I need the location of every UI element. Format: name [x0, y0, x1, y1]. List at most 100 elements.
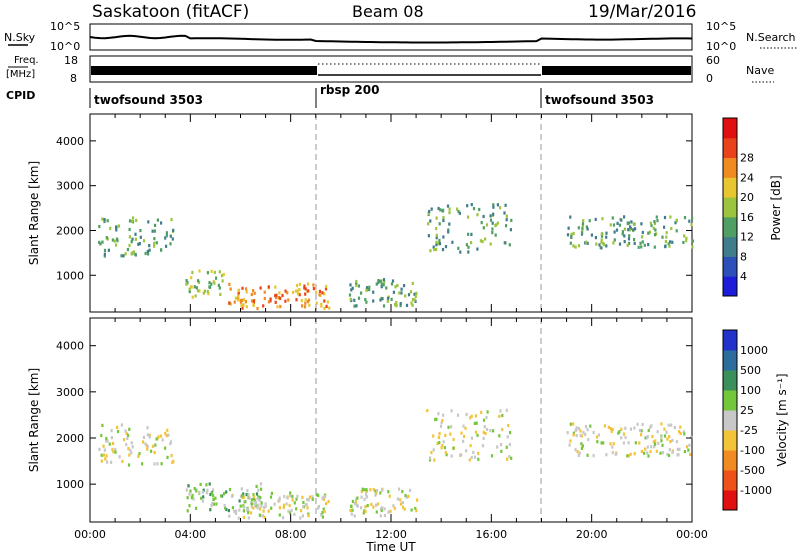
echo-cell	[166, 455, 169, 459]
echo-cell	[125, 442, 128, 447]
echo-cell	[595, 435, 599, 439]
echo-cell	[110, 460, 113, 464]
echo-cell	[574, 448, 577, 452]
echo-cell	[108, 442, 111, 446]
echo-cell	[167, 433, 170, 437]
echo-cell	[242, 495, 245, 499]
echo-cell	[623, 234, 626, 238]
echo-cell	[259, 495, 262, 500]
echo-cell	[287, 509, 290, 513]
echo-cell	[630, 220, 633, 224]
echo-cell	[109, 226, 112, 230]
echo-cell	[482, 436, 485, 440]
echo-cell	[627, 228, 630, 232]
echo-cell	[375, 282, 378, 286]
echo-cell	[620, 436, 623, 440]
echo-cell	[440, 421, 443, 425]
echo-cell	[491, 231, 494, 235]
echo-cell	[408, 488, 412, 492]
echo-cell	[688, 219, 691, 223]
echo-cell	[485, 223, 489, 227]
echo-cell	[102, 444, 105, 448]
echo-cell	[613, 230, 616, 234]
echo-cell	[126, 436, 129, 440]
echo-cell	[451, 240, 454, 244]
colorbar-swatch	[723, 410, 737, 431]
echo-cell	[350, 288, 353, 292]
echo-cell	[349, 283, 352, 287]
echo-cell	[318, 289, 322, 293]
echo-cell	[506, 457, 509, 461]
echo-cell	[241, 494, 244, 498]
echo-cell	[188, 290, 191, 294]
echo-cell	[263, 290, 266, 294]
echo-cell	[241, 306, 244, 310]
echo-cell	[489, 429, 492, 433]
echo-cell	[236, 298, 240, 302]
echo-cell	[210, 504, 213, 508]
echo-cell	[264, 504, 267, 508]
echo-cell	[245, 493, 248, 497]
power-y-axis-label: Slant Range [km]	[27, 161, 41, 265]
echo-cell	[640, 433, 643, 437]
echo-cell	[379, 298, 382, 302]
echo-cell	[259, 507, 262, 511]
echo-cell	[596, 440, 599, 444]
echo-cell	[470, 436, 474, 440]
echo-cell	[457, 246, 460, 250]
echo-cell	[653, 221, 657, 226]
echo-cell	[161, 438, 164, 442]
echo-cell	[308, 495, 311, 499]
echo-cell	[381, 506, 384, 510]
echo-cell	[132, 250, 135, 254]
echo-cell	[437, 206, 440, 211]
echo-cell	[627, 237, 631, 241]
echo-cell	[98, 240, 101, 244]
echo-cell	[610, 429, 613, 434]
echo-cell	[350, 512, 353, 516]
echo-cell	[155, 437, 158, 441]
echo-cell	[577, 453, 580, 457]
echo-cell	[112, 450, 115, 454]
echo-cell	[648, 230, 652, 234]
freq-tick-right-bottom: 0	[706, 72, 713, 85]
echo-cell	[253, 291, 256, 295]
colorbar-tick-label: -100	[740, 444, 765, 457]
echo-cell	[237, 291, 240, 295]
echo-cell	[325, 284, 328, 289]
echo-cell	[396, 283, 399, 288]
colorbar-tick-label: 20	[740, 191, 754, 204]
echo-cell	[691, 245, 694, 249]
echo-cell	[321, 515, 324, 519]
echo-cell	[411, 298, 414, 302]
echo-cell	[375, 510, 378, 514]
echo-cell	[240, 487, 243, 491]
echo-cell	[363, 497, 366, 501]
echo-cell	[581, 444, 584, 448]
echo-cell	[164, 236, 167, 240]
echo-cell	[281, 293, 284, 298]
echo-cell	[621, 232, 624, 236]
echo-cell	[641, 230, 644, 235]
echo-cell	[496, 445, 499, 449]
echo-cell	[450, 454, 453, 458]
echo-cell	[600, 240, 603, 244]
echo-cell	[128, 243, 131, 248]
echo-cell	[654, 442, 657, 446]
echo-cell	[212, 488, 215, 492]
echo-cell	[403, 284, 406, 288]
echo-cell	[306, 498, 309, 502]
echo-cell	[105, 236, 108, 240]
echo-cell	[142, 435, 146, 439]
echo-cell	[577, 244, 581, 248]
echo-cell	[447, 230, 450, 234]
echo-cell	[368, 285, 371, 289]
echo-cell	[130, 240, 133, 244]
echo-cell	[190, 276, 193, 280]
echo-cell	[115, 225, 118, 229]
echo-cell	[486, 410, 489, 414]
echo-cell	[623, 227, 626, 231]
echo-cell	[641, 240, 644, 244]
colorbar-tick-label: 100	[740, 384, 761, 397]
